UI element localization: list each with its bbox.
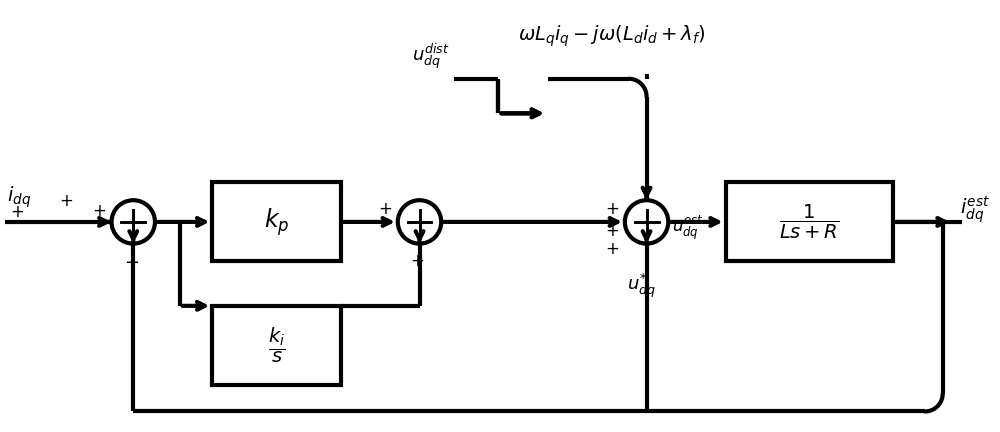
Text: $+$: $+$	[605, 200, 619, 218]
Text: $\omega L_q i_q - j\omega(L_d i_d + \lambda_f)$: $\omega L_q i_q - j\omega(L_d i_d + \lam…	[518, 24, 706, 49]
Text: $+$: $+$	[59, 192, 73, 210]
Text: $u_{dq}^{*}$: $u_{dq}^{*}$	[627, 271, 656, 300]
Text: $u_{dq}^{est}$: $u_{dq}^{est}$	[672, 214, 704, 242]
Text: $\dfrac{k_i}{s}$: $\dfrac{k_i}{s}$	[268, 326, 285, 365]
Text: $u_{dq}^{dist}$: $u_{dq}^{dist}$	[412, 41, 449, 71]
Text: $\dfrac{1}{Ls+R}$: $\dfrac{1}{Ls+R}$	[779, 203, 840, 241]
Text: $i_{dq}^{est}$: $i_{dq}^{est}$	[960, 195, 991, 226]
Bar	[212, 182, 341, 261]
Bar	[212, 306, 341, 385]
Bar	[726, 182, 893, 261]
Text: $i_{dq}$: $i_{dq}$	[7, 184, 31, 210]
Text: $+$: $+$	[10, 203, 24, 221]
Text: $+$: $+$	[605, 222, 619, 240]
Text: $+$: $+$	[378, 200, 392, 218]
Text: $+$: $+$	[92, 202, 107, 220]
Text: $+$: $+$	[605, 240, 619, 257]
Text: $k_p$: $k_p$	[264, 206, 289, 238]
Text: $-$: $-$	[124, 251, 139, 270]
Text: $+$: $+$	[410, 251, 424, 270]
